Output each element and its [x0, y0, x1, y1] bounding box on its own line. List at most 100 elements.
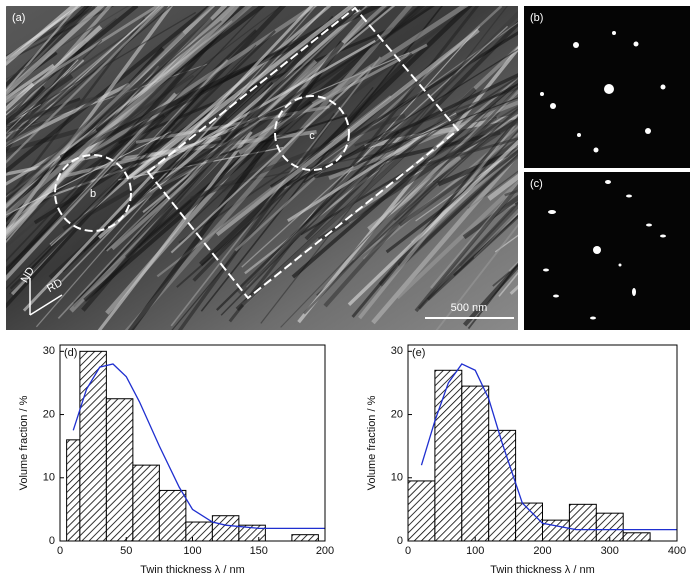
streak — [6, 6, 249, 263]
streak — [6, 6, 165, 164]
circle-label: b — [90, 188, 96, 200]
streak — [6, 6, 130, 80]
streak — [127, 6, 355, 180]
streak — [352, 132, 518, 262]
streak — [6, 29, 134, 119]
rd-arrow — [29, 294, 63, 316]
streak — [458, 203, 518, 268]
y-tick-label: 10 — [391, 472, 403, 484]
bar — [434, 369, 463, 542]
streak — [462, 262, 518, 327]
bar — [132, 464, 160, 542]
streak — [100, 99, 297, 227]
streak — [347, 139, 518, 306]
diffraction-spots — [543, 180, 666, 320]
bar — [461, 385, 490, 542]
streak — [6, 95, 98, 126]
streak — [6, 6, 231, 211]
streak — [6, 123, 176, 290]
diffraction-spots — [540, 31, 666, 153]
bar — [185, 521, 213, 542]
panel-label: (b) — [530, 12, 543, 24]
panel-label: (c) — [530, 178, 543, 190]
panel-label: (a) — [12, 12, 25, 24]
diffraction-background — [524, 172, 690, 330]
x-tick-label: 300 — [601, 545, 619, 557]
x-axis-label: Twin thickness λ / nm — [140, 564, 245, 576]
streak — [6, 6, 160, 104]
streak — [6, 25, 103, 116]
streak — [459, 117, 518, 160]
y-axis-label: Volume fraction / % — [366, 395, 378, 490]
streak — [6, 6, 265, 275]
streak — [6, 6, 214, 174]
streak — [291, 78, 518, 279]
diffraction-c: (c) — [524, 172, 690, 330]
streak — [111, 6, 387, 251]
streak — [62, 115, 260, 231]
streak — [127, 40, 345, 330]
streak — [397, 153, 518, 268]
x-axis-label: Twin thickness λ / nm — [490, 564, 595, 576]
circle-label: c — [309, 130, 315, 142]
streak — [215, 28, 480, 237]
streak — [6, 6, 96, 59]
streak — [83, 100, 313, 302]
streak — [247, 126, 415, 285]
bar — [158, 489, 187, 542]
streak — [354, 86, 518, 147]
bar — [66, 439, 81, 542]
streak — [6, 6, 172, 147]
streak — [435, 223, 518, 330]
x-tick-label: 100 — [183, 545, 201, 557]
streak — [366, 76, 518, 178]
streak — [404, 97, 518, 142]
fit-curve — [420, 363, 677, 531]
x-tick-label: 400 — [668, 545, 686, 557]
streak — [393, 107, 518, 221]
y-tick-label: 20 — [391, 408, 403, 420]
circle-b — [54, 154, 132, 232]
x-tick-label: 150 — [250, 545, 268, 557]
streak — [6, 98, 86, 146]
diffraction-b: (b) — [524, 6, 690, 168]
streak — [6, 6, 115, 63]
x-tick-label: 0 — [405, 545, 411, 557]
streak — [358, 116, 518, 320]
streak — [280, 103, 497, 328]
bar — [488, 429, 517, 542]
streak — [6, 63, 55, 101]
bar — [595, 512, 624, 542]
x-tick-label: 200 — [316, 545, 334, 557]
streak — [388, 88, 518, 215]
streak — [283, 21, 518, 190]
streak — [0, 100, 2, 335]
streak — [6, 6, 139, 115]
bar — [622, 532, 651, 542]
streak — [6, 6, 266, 204]
fit-curve — [72, 363, 325, 530]
bar — [568, 503, 597, 542]
streak — [6, 6, 105, 97]
streak — [57, 114, 248, 320]
streak — [22, 6, 314, 312]
streak — [6, 6, 253, 219]
bar — [291, 534, 319, 542]
bar — [79, 350, 107, 542]
y-axis-label: Volume fraction / % — [18, 395, 30, 490]
streak — [83, 20, 333, 160]
streak — [460, 118, 518, 153]
streak — [6, 73, 74, 125]
y-tick-label: 20 — [43, 408, 55, 420]
bar — [407, 480, 436, 542]
streak — [228, 6, 480, 323]
panel-label: (d) — [64, 347, 77, 359]
streak — [6, 6, 90, 88]
streak — [392, 120, 518, 184]
streak — [371, 150, 518, 325]
streak — [170, 56, 382, 327]
streak — [303, 86, 518, 315]
bar — [105, 398, 134, 542]
streak — [215, 130, 400, 311]
twin-streaks — [0, 6, 518, 335]
